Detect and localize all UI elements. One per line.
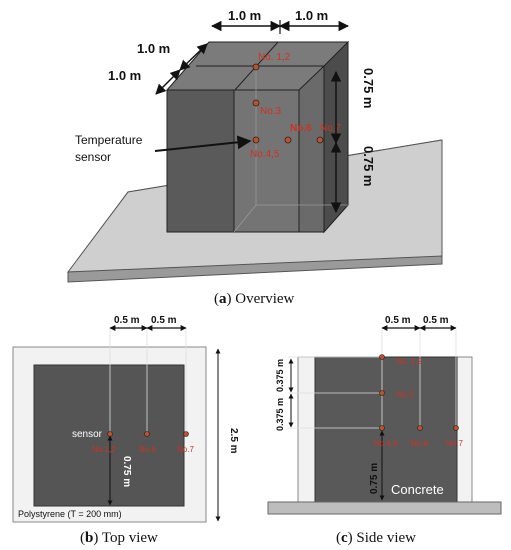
label-no-1-2: No. 1,2 [258, 52, 291, 63]
side-label-no-1-2: No. 1,2 [396, 357, 422, 366]
dim-height-upper: 0.75 m [361, 68, 376, 108]
side-dim-bottom: 0.75 m [369, 463, 380, 494]
side-sensor-point-6 [417, 425, 423, 431]
side-label-no-7: No.7 [446, 439, 463, 448]
side-polystyrene-right [456, 356, 473, 503]
top-sensor-point-6 [144, 431, 150, 437]
side-sensor-point-1-2 [379, 354, 385, 360]
block-inner-face [298, 64, 325, 233]
side-label-no-3: No.3 [396, 390, 413, 399]
dim-side-lower: 1.0 m [108, 68, 141, 83]
sensor-point-7 [316, 136, 324, 144]
top-dim-vertical: 0.75 m [121, 456, 132, 487]
temperature-sensor-label-line2: sensor [75, 150, 111, 164]
side-dim-right: 0.5 m [423, 315, 449, 326]
sensor-point-1-2 [252, 63, 260, 71]
side-sensor-point-4-5 [379, 425, 385, 431]
side-dim-left: 0.5 m [385, 315, 411, 326]
caption-overview: (a) Overview [214, 291, 295, 307]
side-base-slab [267, 501, 502, 515]
dim-side-upper: 1.0 m [137, 41, 170, 56]
side-sensor-point-7 [453, 425, 459, 431]
label-no-4-5: No.4,5 [250, 149, 280, 160]
top-sensor-point-7 [183, 431, 189, 437]
top-label-no-1-2: No.1,2 [92, 445, 116, 454]
side-label-no-4-5: No.4,5 [374, 439, 398, 448]
side-polystyrene-left [297, 356, 316, 503]
top-dim-right: 0.5 m [151, 315, 177, 326]
caption-top-view: (b) Top view [80, 530, 158, 546]
side-concrete-block [314, 356, 458, 503]
side-label-no-6: No.6 [411, 439, 428, 448]
temperature-sensor-arrow [154, 135, 252, 152]
dim-top-left: 1.0 m [228, 8, 261, 23]
sensor-point-3 [252, 99, 260, 107]
top-dim-left: 0.5 m [114, 315, 140, 326]
top-sensor-point-1-2 [107, 431, 113, 437]
side-dim-middle: 0.375 m [275, 398, 285, 431]
top-sensor-label: sensor [72, 429, 103, 440]
block-front-left-face [166, 89, 235, 233]
polystyrene-label: Polystyrene (T = 200 mm) [18, 509, 122, 519]
top-label-no-7: No.7 [177, 445, 194, 454]
sensor-point-6 [284, 136, 292, 144]
dim-height-lower: 0.75 m [361, 146, 376, 186]
side-view-panel: 0.5 m 0.5 m 0.375 m 0.375 m 0.75 m No. 1… [267, 315, 502, 546]
dim-top-right: 1.0 m [295, 8, 328, 23]
top-dim-total: 2.5 m [228, 428, 239, 454]
top-view-panel: 0.5 m 0.5 m 2.5 m 0.75 m sensor No.1,2 N… [12, 315, 239, 546]
side-sensor-point-3 [379, 390, 385, 396]
top-label-no-6: No.6 [139, 445, 156, 454]
label-no-7: No.7 [320, 123, 342, 134]
base-slab-edge [67, 255, 443, 283]
concrete-label: Concrete [391, 482, 444, 497]
label-no-6: No.6 [290, 123, 312, 134]
sensor-point-4-5 [252, 136, 260, 144]
label-no-3: No.3 [260, 106, 282, 117]
temperature-sensor-label-line1: Temperature [75, 133, 143, 147]
overview-panel: No. 1,2 No.3 No.4,5 No.6 No.7 Temperatur… [66, 8, 443, 307]
side-dim-upper: 0.375 m [275, 359, 285, 392]
caption-side-view: (c) Side view [336, 530, 416, 546]
